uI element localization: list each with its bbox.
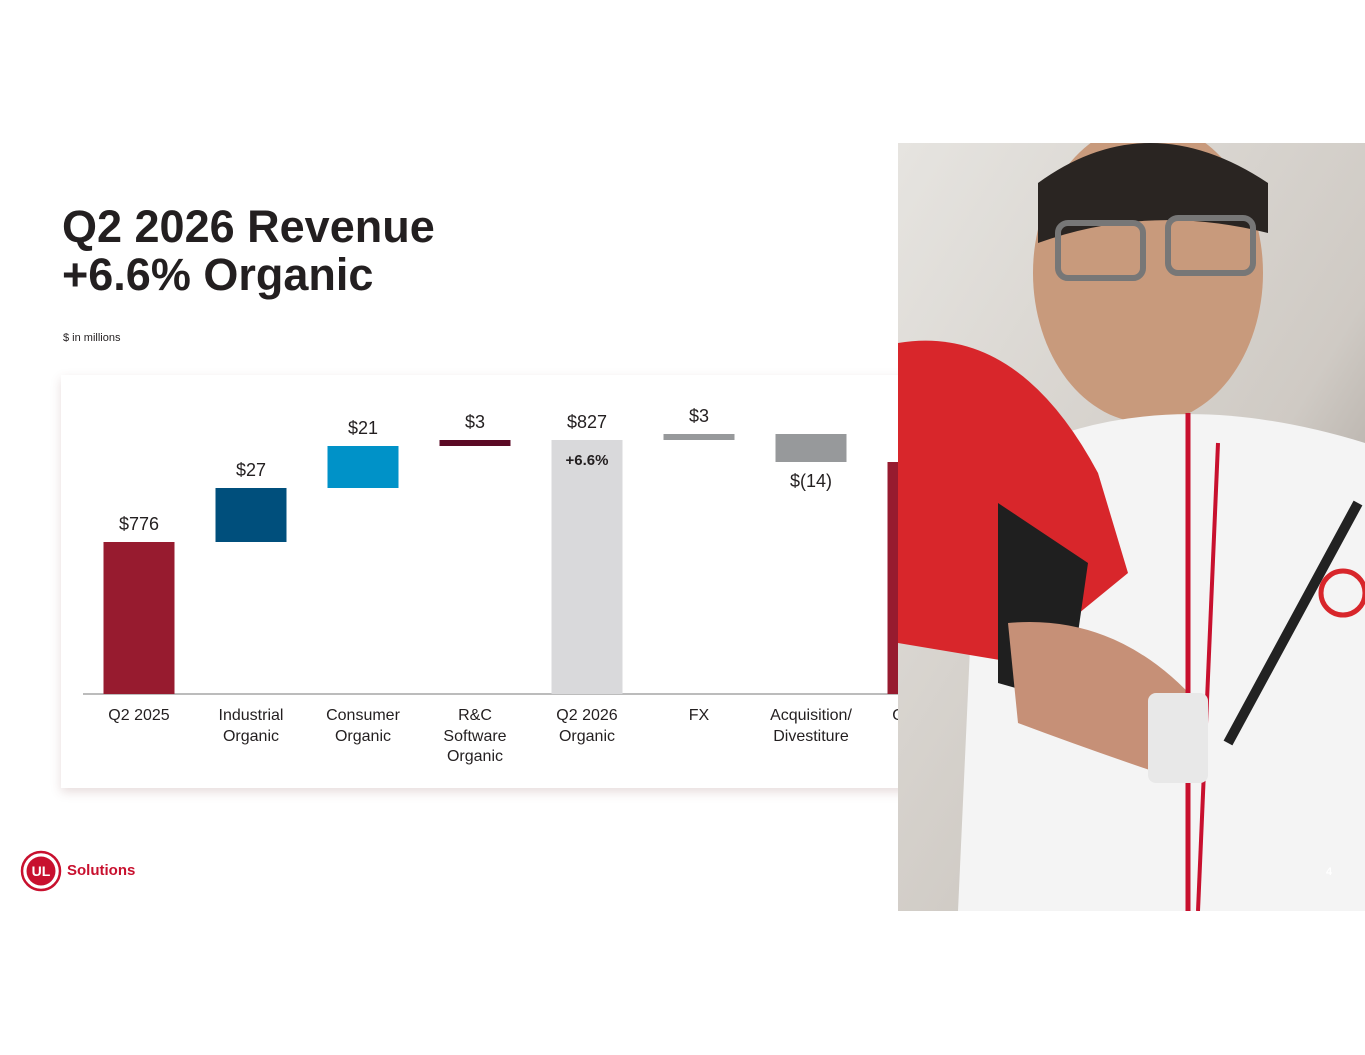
bar (215, 488, 287, 542)
slide-title: Q2 2026 Revenue +6.6% Organic (62, 201, 435, 300)
x-tick-label: Q2 2025 (108, 707, 170, 724)
logo-mark-text: UL (32, 863, 51, 879)
bar (551, 440, 623, 694)
bar (775, 434, 847, 462)
bar (327, 446, 399, 488)
chart-panel: $776$27$21$3$827+6.6%$3$(14)$816+5.2% Q2… (61, 375, 1000, 788)
units-note: $ in millions (63, 332, 121, 344)
bar (439, 440, 511, 446)
page-number: 4 (1326, 866, 1333, 878)
x-tick-label: Acquisition/ Divestiture (770, 707, 852, 745)
value-label: $827 (567, 412, 607, 432)
value-label: $776 (119, 514, 159, 534)
x-tick-label: Industrial Organic (218, 707, 284, 745)
x-tick-label: R&C Software Organic (443, 707, 507, 765)
value-label: $3 (689, 406, 709, 426)
photo (898, 143, 1365, 911)
x-tick-label: Consumer Organic (326, 707, 400, 745)
x-tick-label: FX (688, 707, 710, 724)
logo-mark: UL (20, 850, 62, 892)
value-label: $(14) (790, 471, 832, 491)
value-label: $21 (348, 418, 378, 438)
bar (663, 434, 735, 440)
value-label: $3 (465, 412, 485, 432)
x-tick-label: Q2 2026 Organic (556, 707, 618, 745)
bar (103, 542, 175, 694)
value-label: $27 (236, 460, 266, 480)
bar-annotation: +6.6% (566, 452, 609, 469)
logo-text: Solutions (67, 862, 136, 879)
